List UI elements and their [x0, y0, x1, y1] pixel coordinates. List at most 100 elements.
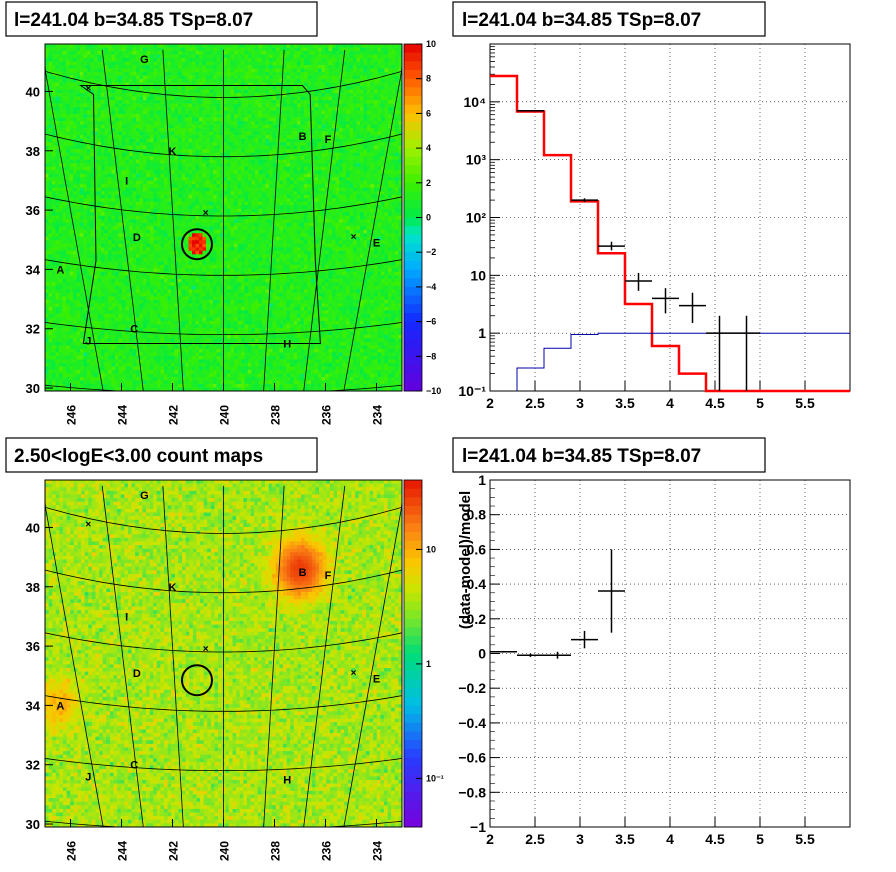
map-pixel: [129, 54, 133, 59]
map-pixel: [45, 345, 49, 350]
map-pixel: [48, 44, 53, 48]
map-pixel: [213, 142, 217, 146]
map-pixel: [122, 285, 126, 290]
map-pixel: [181, 72, 186, 76]
map-pixel: [76, 180, 81, 185]
map-pixel: [206, 369, 210, 374]
map-pixel: [48, 201, 53, 206]
map-pixel: [132, 145, 137, 150]
map-pixel: [80, 135, 84, 139]
map-pixel: [66, 79, 70, 83]
map-pixel: [171, 177, 175, 181]
map-pixel: [146, 142, 151, 146]
map-pixel: [220, 58, 224, 62]
map-pixel: [122, 184, 126, 189]
map-pixel: [213, 303, 217, 308]
map-pixel: [76, 380, 81, 385]
map-pixel: [195, 348, 200, 353]
map-pixel: [111, 373, 116, 378]
map-pixel: [139, 75, 144, 80]
map-pixel: [199, 352, 203, 357]
map-pixel: [118, 177, 123, 181]
map-pixel: [174, 257, 179, 262]
map-pixel: [76, 317, 81, 322]
map-pixel: [45, 376, 49, 381]
map-pixel: [143, 345, 147, 350]
map-pixel: [136, 184, 140, 189]
map-pixel: [146, 278, 151, 283]
map-pixel: [157, 236, 161, 241]
map-pixel: [129, 313, 133, 318]
map-pixel: [195, 180, 200, 185]
map-pixel: [213, 243, 217, 248]
map-pixel: [45, 212, 49, 217]
map-pixel: [125, 194, 130, 199]
map-pixel: [202, 156, 207, 160]
map-pixel: [160, 93, 165, 97]
title-box-top-right: l=241.04 b=34.85 TSp=8.07: [452, 1, 766, 37]
map-pixel: [216, 194, 221, 199]
map-pixel: [160, 292, 165, 297]
map-pixel: [199, 338, 203, 343]
map-pixel: [206, 303, 210, 308]
map-pixel: [202, 44, 207, 48]
map-pixel: [153, 285, 158, 290]
map-pixel: [52, 317, 56, 322]
map-pixel: [206, 138, 210, 143]
map-pixel: [125, 128, 130, 132]
map-pixel: [160, 44, 165, 48]
map-pixel: [199, 121, 203, 125]
map-pixel: [62, 306, 67, 311]
map-pixel: [153, 338, 158, 343]
map-pixel: [122, 149, 126, 153]
map-pixel: [157, 352, 161, 357]
map-pixel: [69, 338, 74, 343]
map-pixel: [52, 366, 56, 371]
map-pixel: [52, 54, 56, 59]
map-pixel: [160, 261, 165, 266]
map-pixel: [97, 334, 102, 339]
map-pixel: [188, 376, 193, 381]
map-pixel: [108, 79, 112, 83]
map-pixel: [62, 166, 67, 171]
title-box-top-left: l=241.04 b=34.85 TSp=8.07: [5, 1, 318, 37]
map-pixel: [164, 79, 168, 83]
map-pixel: [125, 198, 130, 203]
map-pixel: [122, 170, 126, 174]
map-pixel: [202, 268, 207, 273]
map-pixel: [139, 61, 144, 66]
map-pixel: [188, 306, 193, 311]
map-pixel: [199, 320, 203, 325]
map-pixel: [62, 313, 67, 318]
map-pixel: [111, 96, 116, 101]
map-pixel: [213, 331, 217, 336]
map-pixel: [209, 44, 214, 48]
map-pixel: [185, 334, 189, 339]
map-pixel: [122, 156, 126, 160]
map-pixel: [185, 215, 189, 220]
map-pixel: [111, 121, 116, 125]
map-pixel: [188, 324, 193, 329]
map-pixel: [150, 152, 154, 157]
map-pixel: [181, 292, 186, 297]
map-pixel: [59, 180, 63, 185]
map-pixel: [174, 191, 179, 196]
map-pixel: [94, 191, 98, 196]
map-pixel: [122, 327, 126, 332]
map-pixel: [132, 68, 137, 73]
map-pixel: [209, 254, 214, 259]
map-pixel: [108, 348, 112, 353]
map-pixel: [125, 219, 130, 224]
map-pixel: [129, 100, 133, 104]
map-pixel: [195, 166, 200, 171]
map-pixel: [136, 79, 140, 83]
map-pixel: [118, 187, 123, 192]
map-pixel: [157, 68, 161, 73]
map-pixel: [167, 103, 172, 108]
map-pixel: [206, 72, 210, 76]
map-pixel: [139, 198, 144, 203]
map-pixel: [59, 383, 63, 388]
map-pixel: [104, 89, 109, 94]
map-pixel: [150, 131, 154, 136]
map-pixel: [108, 387, 112, 392]
